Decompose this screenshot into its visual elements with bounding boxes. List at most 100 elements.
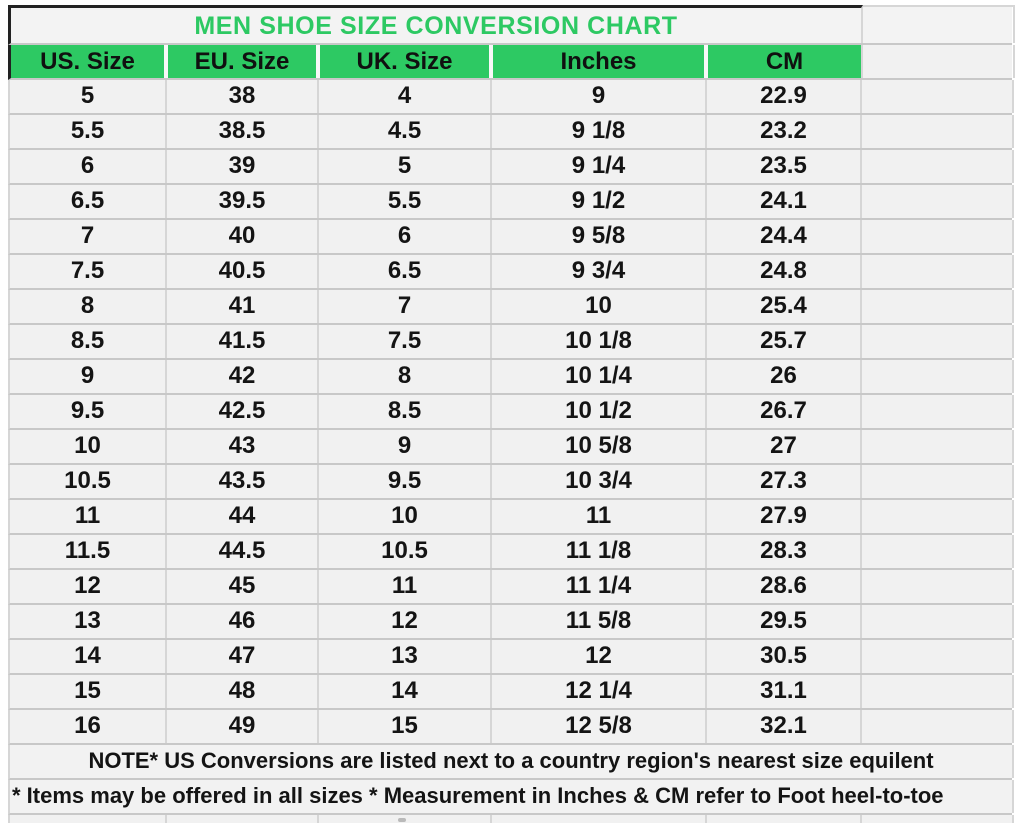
table-row: 14 47 13 12 30.5	[8, 640, 1014, 675]
column-header-eu-size: EU. Size	[168, 45, 320, 78]
table-cell-cm: 27.3	[707, 465, 862, 498]
table-cell-uk-size: 8	[319, 360, 492, 393]
note-row-1: NOTE* US Conversions are listed next to …	[8, 745, 1014, 780]
table-cell-cm: 23.2	[707, 115, 862, 148]
partial-row	[8, 815, 1014, 823]
table-row: 10 43 9 10 5/8 27	[8, 430, 1014, 465]
empty-cell	[862, 430, 1014, 463]
table-cell-inches: 10 1/8	[492, 325, 707, 358]
table-cell-eu-size: 39	[167, 150, 319, 183]
empty-cell	[862, 815, 1014, 823]
table-cell-eu-size: 46	[167, 605, 319, 638]
table-cell-uk-size: 4	[319, 80, 492, 113]
table-cell-cm: 26.7	[707, 395, 862, 428]
table-cell-uk-size: 4.5	[319, 115, 492, 148]
table-cell-us-size: 8.5	[10, 325, 167, 358]
table-cell-inches: 9	[492, 80, 707, 113]
empty-cell	[862, 220, 1014, 253]
table-cell-eu-size: 42.5	[167, 395, 319, 428]
table-cell-cm: 28.6	[707, 570, 862, 603]
table-cell-eu-size: 38	[167, 80, 319, 113]
empty-cell	[862, 325, 1014, 358]
table-cell-us-size: 10	[10, 430, 167, 463]
table-cell-uk-size: 7	[319, 290, 492, 323]
empty-cell	[862, 500, 1014, 533]
empty-cell	[862, 710, 1014, 743]
empty-cell	[863, 5, 1015, 43]
table-cell-inches: 11	[492, 500, 707, 533]
empty-cell	[862, 395, 1014, 428]
chart-title: MEN SHOE SIZE CONVERSION CHART	[11, 5, 863, 43]
table-row: 16 49 15 12 5/8 32.1	[8, 710, 1014, 745]
table-cell-inches: 10 1/2	[492, 395, 707, 428]
table-cell-cm: 28.3	[707, 535, 862, 568]
empty-cell	[492, 815, 707, 823]
table-row: 5 38 4 9 22.9	[8, 80, 1014, 115]
table-cell-inches: 9 1/4	[492, 150, 707, 183]
table-row: 11 44 10 11 27.9	[8, 500, 1014, 535]
shoe-size-conversion-table: MEN SHOE SIZE CONVERSION CHART US. Size …	[8, 5, 1015, 823]
title-row: MEN SHOE SIZE CONVERSION CHART	[8, 5, 1015, 45]
table-row: 6 39 5 9 1/4 23.5	[8, 150, 1014, 185]
table-cell-eu-size: 48	[167, 675, 319, 708]
empty-cell	[862, 80, 1014, 113]
table-cell-eu-size: 44.5	[167, 535, 319, 568]
table-cell-us-size: 15	[10, 675, 167, 708]
empty-cell	[862, 465, 1014, 498]
table-row: 5.5 38.5 4.5 9 1/8 23.2	[8, 115, 1014, 150]
table-cell-eu-size: 41	[167, 290, 319, 323]
empty-cell	[862, 185, 1014, 218]
table-cell-inches: 9 5/8	[492, 220, 707, 253]
table-cell-cm: 25.4	[707, 290, 862, 323]
table-cell-eu-size: 39.5	[167, 185, 319, 218]
table-cell-eu-size: 49	[167, 710, 319, 743]
table-cell-cm: 26	[707, 360, 862, 393]
table-cell-eu-size: 47	[167, 640, 319, 673]
table-cell-us-size: 13	[10, 605, 167, 638]
column-header-cm: CM	[708, 45, 863, 78]
table-cell-cm: 24.4	[707, 220, 862, 253]
table-row: 10.5 43.5 9.5 10 3/4 27.3	[8, 465, 1014, 500]
table-cell-eu-size: 43.5	[167, 465, 319, 498]
table-cell-inches: 12 1/4	[492, 675, 707, 708]
empty-cell	[167, 815, 319, 823]
table-cell-eu-size: 43	[167, 430, 319, 463]
column-header-uk-size: UK. Size	[320, 45, 493, 78]
empty-cell	[862, 640, 1014, 673]
empty-cell	[707, 815, 862, 823]
table-cell-uk-size: 7.5	[319, 325, 492, 358]
table-row: 7.5 40.5 6.5 9 3/4 24.8	[8, 255, 1014, 290]
table-cell-inches: 10 5/8	[492, 430, 707, 463]
table-cell-eu-size: 44	[167, 500, 319, 533]
table-cell-uk-size: 12	[319, 605, 492, 638]
table-cell-us-size: 16	[10, 710, 167, 743]
table-cell-uk-size: 8.5	[319, 395, 492, 428]
table-row: 8.5 41.5 7.5 10 1/8 25.7	[8, 325, 1014, 360]
table-cell-cm: 24.1	[707, 185, 862, 218]
table-cell-inches: 12	[492, 640, 707, 673]
table-cell-us-size: 5.5	[10, 115, 167, 148]
table-cell-inches: 9 3/4	[492, 255, 707, 288]
table-cell-eu-size: 41.5	[167, 325, 319, 358]
table-cell-uk-size: 13	[319, 640, 492, 673]
table-cell-us-size: 14	[10, 640, 167, 673]
table-cell-inches: 9 1/8	[492, 115, 707, 148]
empty-cell	[862, 290, 1014, 323]
table-cell-cm: 25.7	[707, 325, 862, 358]
empty-cell	[10, 815, 167, 823]
empty-cell	[862, 535, 1014, 568]
table-cell-cm: 27	[707, 430, 862, 463]
table-row: 8 41 7 10 25.4	[8, 290, 1014, 325]
column-header-us-size: US. Size	[11, 45, 168, 78]
empty-cell	[862, 570, 1014, 603]
empty-cell	[863, 45, 1015, 78]
table-row: 11.5 44.5 10.5 11 1/8 28.3	[8, 535, 1014, 570]
table-row: 12 45 11 11 1/4 28.6	[8, 570, 1014, 605]
table-cell-uk-size: 10.5	[319, 535, 492, 568]
table-cell-inches: 10 3/4	[492, 465, 707, 498]
table-cell-us-size: 6.5	[10, 185, 167, 218]
table-row: 9.5 42.5 8.5 10 1/2 26.7	[8, 395, 1014, 430]
table-cell-inches: 11 1/8	[492, 535, 707, 568]
table-row: 9 42 8 10 1/4 26	[8, 360, 1014, 395]
table-cell-eu-size: 45	[167, 570, 319, 603]
